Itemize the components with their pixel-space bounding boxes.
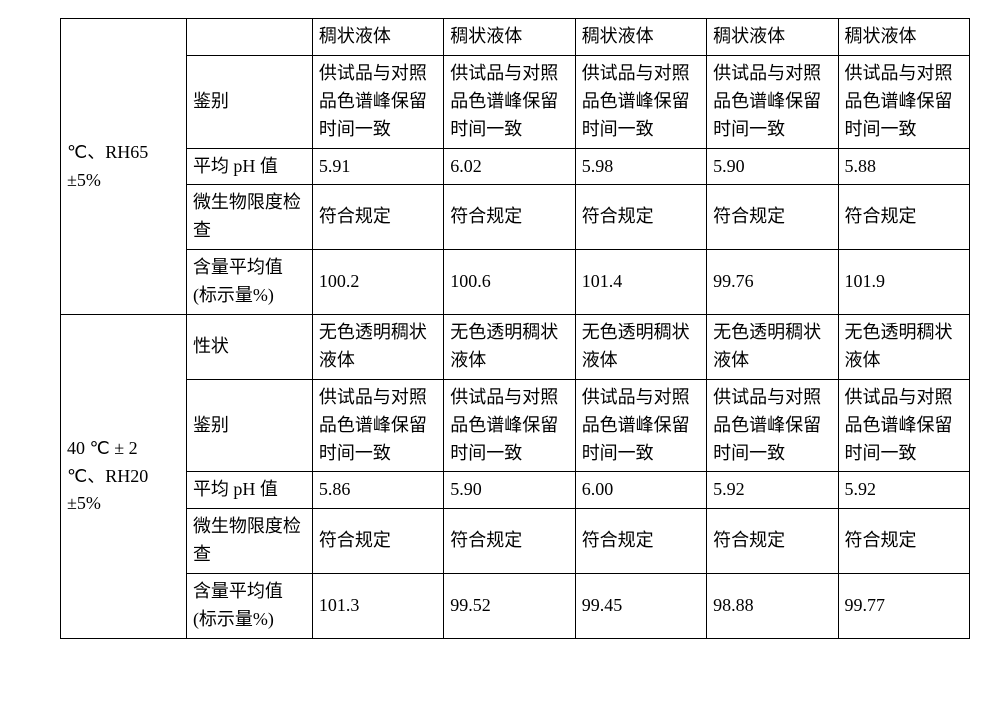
value-cell: 5.98	[575, 148, 706, 185]
value-cell: 供试品与对照品色谱峰保留时间一致	[444, 55, 575, 148]
value-cell: 无色透明稠状液体	[444, 315, 575, 380]
value-cell: 无色透明稠状液体	[707, 315, 838, 380]
table-row: 40 ℃ ± 2 ℃、RH20±5%性状无色透明稠状液体无色透明稠状液体无色透明…	[61, 315, 970, 380]
item-cell: 平均 pH 值	[186, 472, 312, 509]
value-cell: 稠状液体	[575, 19, 706, 56]
value-cell: 99.76	[707, 250, 838, 315]
condition-cell: 40 ℃ ± 2 ℃、RH20±5%	[61, 315, 187, 639]
value-cell: 5.86	[312, 472, 443, 509]
value-cell: 供试品与对照品色谱峰保留时间一致	[312, 55, 443, 148]
value-cell: 5.90	[707, 148, 838, 185]
value-cell: 符合规定	[838, 185, 970, 250]
item-cell	[186, 19, 312, 56]
value-cell: 101.3	[312, 574, 443, 639]
value-cell: 5.92	[707, 472, 838, 509]
value-cell: 100.2	[312, 250, 443, 315]
table-row: 鉴别供试品与对照品色谱峰保留时间一致供试品与对照品色谱峰保留时间一致供试品与对照…	[61, 55, 970, 148]
value-cell: 6.00	[575, 472, 706, 509]
value-cell: 供试品与对照品色谱峰保留时间一致	[444, 379, 575, 472]
item-cell: 鉴别	[186, 55, 312, 148]
value-cell: 101.9	[838, 250, 970, 315]
value-cell: 稠状液体	[312, 19, 443, 56]
table-row: 含量平均值(标示量%)101.399.5299.4598.8899.77	[61, 574, 970, 639]
value-cell: 符合规定	[707, 509, 838, 574]
value-cell: 稠状液体	[444, 19, 575, 56]
value-cell: 无色透明稠状液体	[312, 315, 443, 380]
table-body: ℃、RH65±5%稠状液体稠状液体稠状液体稠状液体稠状液体鉴别供试品与对照品色谱…	[61, 19, 970, 639]
value-cell: 99.77	[838, 574, 970, 639]
value-cell: 供试品与对照品色谱峰保留时间一致	[312, 379, 443, 472]
value-cell: 101.4	[575, 250, 706, 315]
value-cell: 符合规定	[838, 509, 970, 574]
value-cell: 5.92	[838, 472, 970, 509]
value-cell: 稠状液体	[707, 19, 838, 56]
table-row: 平均 pH 值5.916.025.985.905.88	[61, 148, 970, 185]
value-cell: 符合规定	[575, 509, 706, 574]
value-cell: 5.88	[838, 148, 970, 185]
value-cell: 无色透明稠状液体	[575, 315, 706, 380]
value-cell: 符合规定	[312, 509, 443, 574]
value-cell: 供试品与对照品色谱峰保留时间一致	[707, 379, 838, 472]
value-cell: 供试品与对照品色谱峰保留时间一致	[838, 55, 970, 148]
item-cell: 含量平均值(标示量%)	[186, 250, 312, 315]
item-cell: 平均 pH 值	[186, 148, 312, 185]
item-cell: 性状	[186, 315, 312, 380]
value-cell: 符合规定	[312, 185, 443, 250]
value-cell: 6.02	[444, 148, 575, 185]
value-cell: 符合规定	[444, 185, 575, 250]
value-cell: 100.6	[444, 250, 575, 315]
value-cell: 符合规定	[575, 185, 706, 250]
value-cell: 供试品与对照品色谱峰保留时间一致	[838, 379, 970, 472]
value-cell: 稠状液体	[838, 19, 970, 56]
table-row: 鉴别供试品与对照品色谱峰保留时间一致供试品与对照品色谱峰保留时间一致供试品与对照…	[61, 379, 970, 472]
page: ℃、RH65±5%稠状液体稠状液体稠状液体稠状液体稠状液体鉴别供试品与对照品色谱…	[0, 0, 1000, 711]
value-cell: 供试品与对照品色谱峰保留时间一致	[575, 379, 706, 472]
item-cell: 含量平均值(标示量%)	[186, 574, 312, 639]
table-row: 微生物限度检查符合规定符合规定符合规定符合规定符合规定	[61, 185, 970, 250]
value-cell: 98.88	[707, 574, 838, 639]
value-cell: 5.91	[312, 148, 443, 185]
value-cell: 5.90	[444, 472, 575, 509]
value-cell: 供试品与对照品色谱峰保留时间一致	[707, 55, 838, 148]
condition-cell: ℃、RH65±5%	[61, 19, 187, 315]
table-row: ℃、RH65±5%稠状液体稠状液体稠状液体稠状液体稠状液体	[61, 19, 970, 56]
stability-table: ℃、RH65±5%稠状液体稠状液体稠状液体稠状液体稠状液体鉴别供试品与对照品色谱…	[60, 18, 970, 639]
table-row: 微生物限度检查符合规定符合规定符合规定符合规定符合规定	[61, 509, 970, 574]
table-row: 含量平均值(标示量%)100.2100.6101.499.76101.9	[61, 250, 970, 315]
value-cell: 符合规定	[444, 509, 575, 574]
item-cell: 鉴别	[186, 379, 312, 472]
value-cell: 99.45	[575, 574, 706, 639]
item-cell: 微生物限度检查	[186, 185, 312, 250]
value-cell: 供试品与对照品色谱峰保留时间一致	[575, 55, 706, 148]
item-cell: 微生物限度检查	[186, 509, 312, 574]
value-cell: 无色透明稠状液体	[838, 315, 970, 380]
table-row: 平均 pH 值5.865.906.005.925.92	[61, 472, 970, 509]
value-cell: 99.52	[444, 574, 575, 639]
value-cell: 符合规定	[707, 185, 838, 250]
